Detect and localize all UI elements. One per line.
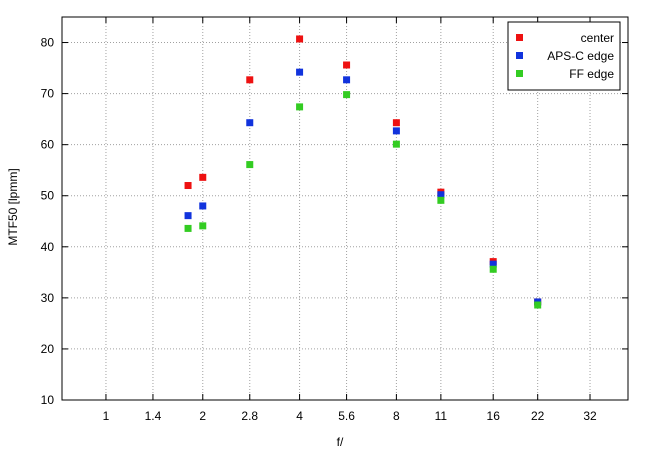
data-point — [392, 119, 400, 127]
data-point — [246, 161, 254, 169]
data-point — [184, 224, 192, 232]
legend-box — [507, 21, 621, 91]
legend: center APS-C edge FF edge — [507, 21, 621, 91]
data-point — [246, 119, 254, 127]
data-point — [199, 173, 207, 181]
legend-label: center — [581, 31, 614, 45]
y-tick-label: 40 — [41, 240, 55, 254]
data-point — [343, 76, 351, 84]
x-tick-label: 2 — [199, 409, 206, 423]
data-point — [184, 182, 192, 190]
data-point — [184, 212, 192, 220]
x-tick-label: 2.8 — [241, 409, 258, 423]
x-tick-label: 8 — [393, 409, 400, 423]
plot-frame — [61, 16, 629, 401]
x-tick-label: 22 — [531, 409, 545, 423]
data-point — [392, 140, 400, 148]
data-point — [296, 35, 304, 43]
x-tick-label: 1.4 — [145, 409, 162, 423]
y-tick-label: 10 — [41, 393, 55, 407]
data-points — [184, 35, 542, 309]
x-tick-label: 16 — [487, 409, 501, 423]
data-point — [489, 265, 497, 273]
data-point — [534, 301, 542, 309]
y-tick-label: 50 — [41, 189, 55, 203]
axes: 10 20 30 40 50 60 70 80 1 1.4 2 2.8 4 5.6 8 11 16 22 32 — [41, 16, 629, 423]
legend-label: APS-C edge — [547, 49, 614, 63]
legend-marker — [516, 70, 523, 77]
data-point — [296, 103, 304, 111]
x-tick-label: 32 — [583, 409, 597, 423]
data-point — [246, 76, 254, 84]
x-tick-label: 5.6 — [338, 409, 355, 423]
legend-label: FF edge — [569, 67, 614, 81]
data-point — [437, 196, 445, 204]
data-point — [296, 68, 304, 76]
data-point — [437, 191, 445, 199]
data-point — [199, 222, 207, 230]
y-tick-label: 80 — [41, 36, 55, 50]
y-tick-label: 30 — [41, 291, 55, 305]
data-point — [392, 127, 400, 135]
y-axis-label: MTF50 [lpmm] — [6, 168, 20, 245]
x-tick-label: 1 — [103, 409, 110, 423]
y-tick-label: 70 — [41, 87, 55, 101]
y-tick-label: 20 — [41, 342, 55, 356]
data-point — [489, 260, 497, 268]
data-point — [343, 91, 351, 99]
legend-marker — [516, 34, 523, 41]
legend-marker — [516, 52, 523, 59]
data-point — [199, 202, 207, 210]
x-axis-label: f/ — [337, 435, 344, 449]
x-tick-label: 4 — [296, 409, 303, 423]
data-point — [343, 61, 351, 69]
y-tick-label: 60 — [41, 138, 55, 152]
x-tick-label: 11 — [435, 409, 448, 423]
